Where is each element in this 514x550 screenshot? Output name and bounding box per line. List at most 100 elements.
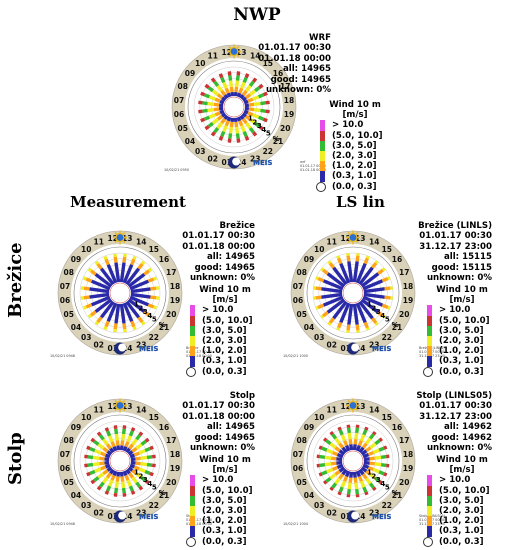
legend-swatch [427, 526, 432, 537]
bar-segment [348, 477, 353, 484]
bar-segment [337, 257, 343, 265]
bar-segment [222, 125, 228, 133]
legend-unit: [m/s] [342, 110, 368, 121]
calm-core [109, 450, 131, 472]
bar-segment [338, 442, 345, 449]
bar-segment [265, 100, 270, 105]
legend-items: > 10.0 (5.0, 10.0] (3.0, 5.0] (2.0, 3.0]… [316, 120, 392, 192]
bar-segment [213, 102, 220, 107]
bar-segment [149, 471, 154, 477]
moon-icon [114, 342, 127, 355]
bar-segment [360, 466, 368, 473]
gridline-circle [324, 432, 382, 490]
hour-label: 19 [284, 110, 294, 119]
hour-label: 02 [327, 508, 337, 517]
bar-segment [90, 437, 96, 443]
legend-swatch [427, 325, 432, 336]
bar-segment [354, 482, 359, 490]
legend-swatch [190, 495, 195, 506]
bar-segment [102, 438, 109, 446]
bar-segment [249, 89, 257, 96]
hour-label: 03 [81, 333, 91, 342]
bar-segment [106, 485, 112, 492]
bar-segment [216, 114, 224, 121]
bar-segment [337, 426, 342, 431]
legend-item: (2.0, 3.0] [439, 336, 484, 347]
bar-segment [104, 490, 110, 495]
bar-segment [234, 86, 239, 93]
bar-segment [89, 310, 97, 317]
bar-segment [198, 109, 203, 114]
sun-icon [113, 230, 127, 245]
hour-label: 22 [149, 501, 159, 510]
info-nwp: WRF 01.01.17 00:30 01.01.18 00:00 all: 1… [258, 33, 331, 95]
bar-segment [89, 287, 110, 294]
bar-segment [127, 466, 134, 472]
bar-segment [87, 267, 93, 273]
bar-segment [125, 300, 141, 319]
bar-segment [102, 446, 109, 453]
bar-segment [116, 471, 121, 477]
hour-label: 06 [293, 464, 303, 473]
hour-label: 10 [81, 413, 91, 422]
bar-segment [318, 472, 323, 477]
bar-segment [114, 433, 119, 441]
bar-segment [384, 295, 391, 300]
bar-segment [362, 486, 368, 493]
bar-segment [381, 303, 389, 309]
legend-swatch [427, 475, 432, 486]
info-lslin-brezice: Brežice (LINLS) 01.01.17 00:30 31.12.17 … [418, 221, 492, 283]
ring-scale-label: 3 [143, 308, 148, 316]
bar-segment [135, 472, 143, 479]
title-measurement: Measurement [70, 193, 186, 211]
info-all: all: 14965 [206, 422, 255, 433]
bar-segment [363, 287, 385, 294]
bar-segment [130, 460, 136, 465]
bar-segment [131, 438, 138, 446]
hour-label: 05 [297, 478, 307, 487]
bar-segment [329, 486, 334, 492]
hour-label: 04 [304, 491, 314, 500]
hour-label: 19 [403, 464, 413, 473]
bar-segment [94, 449, 102, 455]
hour-label: 10 [314, 245, 324, 254]
info-good: good: 14965 [194, 262, 255, 273]
legend-measurement-stolp: Wind 10 m [m/s] > 10.0 (5.0, 10.0] (3.0,… [186, 455, 262, 547]
bar-segment [144, 447, 151, 453]
bar-segment [140, 462, 148, 467]
bar-segment [378, 480, 384, 485]
legend-calm-circle [186, 366, 196, 377]
ring-scale-label: 4 [380, 312, 385, 320]
bar-segment [200, 117, 206, 123]
bar-segment [86, 445, 91, 451]
bar-segment [326, 448, 334, 455]
bar-segment [213, 80, 220, 87]
info-unknown: unknown: 0% [426, 443, 492, 454]
info-end: 01.01.18 00:00 [182, 241, 255, 252]
bar-segment [90, 479, 96, 485]
ring-scale-label: 3 [376, 476, 381, 484]
hour-label: 06 [174, 110, 184, 119]
bar-segment [119, 303, 126, 324]
bar-segment [336, 457, 343, 462]
bar-segment [85, 277, 93, 283]
footer-source: 01.01.18 00:00 [186, 522, 212, 526]
info-station: WRF [309, 33, 331, 43]
hour-label: 11 [327, 406, 337, 415]
bar-segment [236, 138, 241, 143]
bar-segment [334, 437, 341, 445]
bar-segment [245, 122, 252, 130]
hour-label: 16 [392, 423, 402, 432]
bar-segment [140, 476, 147, 483]
hour-label: 01 [222, 158, 232, 167]
hour-label: 13 [355, 234, 365, 243]
legend-unit: [m/s] [212, 295, 238, 306]
bar-segment [99, 456, 105, 461]
bar-segment [106, 430, 112, 437]
bar-segment [115, 440, 120, 446]
legend-swatch [190, 356, 195, 367]
bar-segment [228, 126, 234, 134]
